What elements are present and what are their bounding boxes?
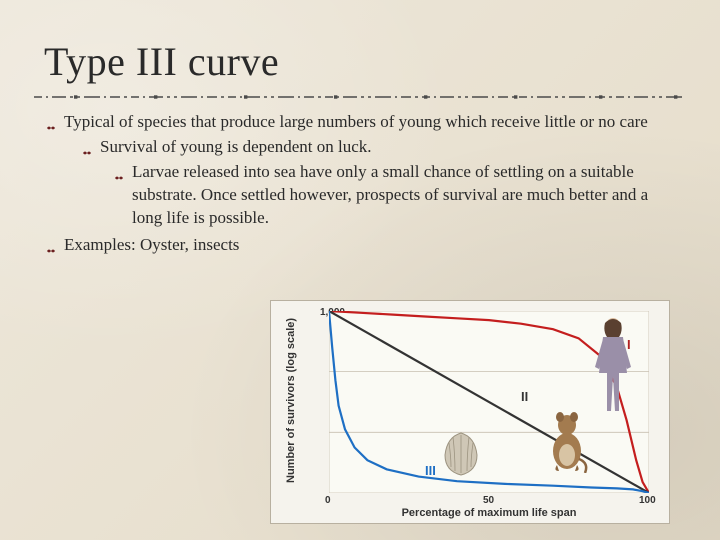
page-title: Type III curve [0,0,720,85]
xtick-1: 50 [483,495,494,506]
chart-xlabel: Percentage of maximum life span [329,507,649,519]
xtick-0: 0 [325,495,331,506]
bullet-text: Typical of species that produce large nu… [64,112,648,131]
curve-label-III: III [425,463,436,478]
plot-area: I II III [329,311,649,493]
bullet-text: Survival of young is dependent on luck. [100,137,372,156]
bullet-icon [46,240,56,250]
content-body: Typical of species that produce large nu… [0,97,720,257]
bullet-icon [46,117,56,127]
title-divider [34,95,686,97]
bullet-item-1: Typical of species that produce large nu… [64,111,680,230]
survivorship-chart: Number of survivors (log scale) Percenta… [270,300,670,524]
curve-label-II: II [521,389,528,404]
xtick-2: 100 [639,495,656,506]
bullet-text: Examples: Oyster, insects [64,235,239,254]
rodent-icon [545,407,589,478]
human-icon [585,317,641,420]
bullet-item-1-1: Survival of young is dependent on luck. … [100,136,680,230]
bullet-item-2: Examples: Oyster, insects [64,234,680,257]
chart-ylabel: Number of survivors (log scale) [285,318,297,483]
bullet-icon [82,142,92,152]
bullet-text: Larvae released into sea have only a sma… [132,162,648,227]
bullet-icon [114,167,124,177]
bullet-item-1-1-1: Larvae released into sea have only a sma… [132,161,680,230]
oyster-icon [441,431,481,482]
